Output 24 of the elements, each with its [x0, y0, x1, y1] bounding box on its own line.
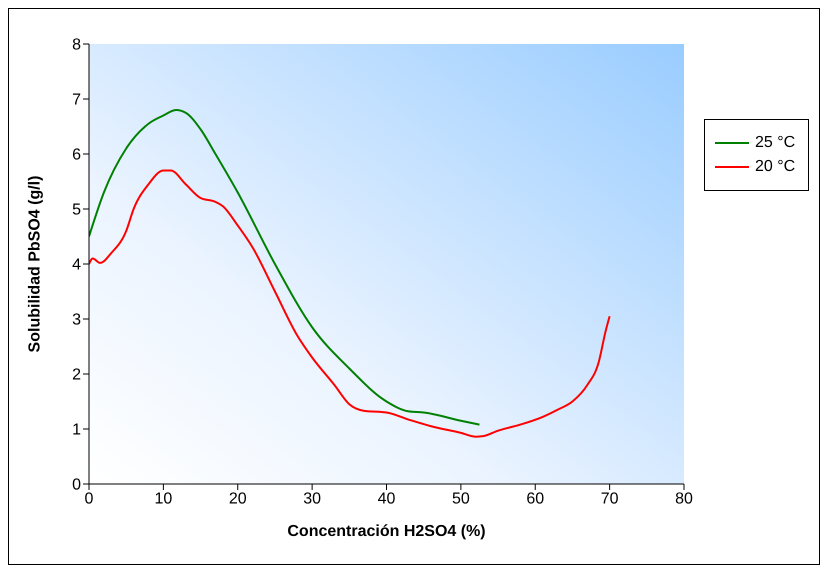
x-tick-label: 80	[675, 490, 693, 508]
legend-label: 20 °C	[755, 158, 796, 176]
y-tick-label: 6	[72, 146, 82, 164]
x-tick-label: 60	[526, 490, 544, 508]
x-tick-label: 30	[303, 490, 322, 508]
x-tick-label: 10	[154, 490, 172, 508]
line-series	[89, 170, 611, 438]
y-tick-label: 3	[72, 312, 82, 329]
y-tick-label: 4	[72, 256, 82, 274]
y-axis-title: Solubilidad PbSO4 (g/l)	[26, 176, 44, 352]
y-tick-label: 0	[72, 476, 82, 494]
x-tick-label: 50	[452, 490, 470, 508]
x-axis-title: Concentración H2SO4 (%)	[287, 523, 486, 540]
y-tick-label: 5	[72, 202, 82, 219]
line-series	[89, 109, 480, 426]
y-tick-label: 7	[72, 92, 82, 109]
y-tick-label: 8	[72, 36, 82, 54]
x-tick-label: 20	[228, 490, 247, 508]
x-tick-label: 70	[600, 490, 619, 508]
x-tick-label: 0	[84, 490, 94, 508]
x-tick-label: 40	[378, 490, 396, 508]
y-tick-label: 1	[72, 422, 82, 439]
y-tick-label: 2	[72, 366, 82, 384]
legend-label: 25 °C	[755, 134, 796, 152]
